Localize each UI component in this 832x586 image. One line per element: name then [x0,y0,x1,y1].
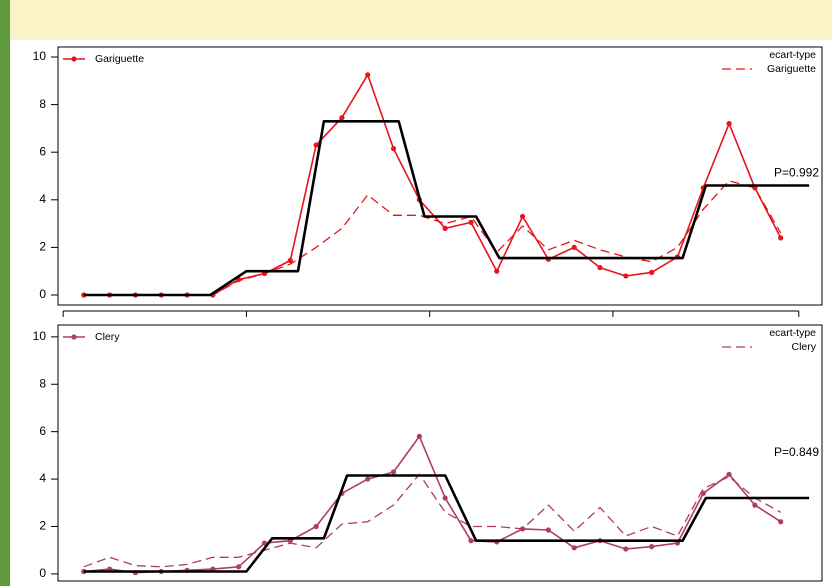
point [287,257,293,264]
legend-title: ecart-type [769,49,816,61]
point [442,495,448,501]
point [365,476,371,482]
y-tick-label: 8 [39,376,46,390]
legend-label: Gariguette [767,63,816,75]
point [468,538,474,544]
point [571,244,577,251]
point [597,265,603,271]
point [519,213,526,220]
point [545,527,552,533]
point [726,471,732,477]
y-tick-label: 6 [39,144,46,158]
y-tick-label: 10 [33,49,47,63]
annotation: P=0.992 [774,166,819,180]
point [649,544,655,550]
point [365,72,371,78]
point [416,433,422,440]
series-line [83,473,782,568]
top-bar [10,0,832,40]
legend-title: ecart-type [769,327,816,339]
point [442,225,448,231]
series-line [83,435,782,574]
point [623,546,629,552]
point [468,219,474,226]
point [623,273,629,279]
point [649,269,655,275]
point [390,146,397,152]
y-tick-label: 0 [39,566,46,580]
legend-label: Clery [791,341,816,353]
side-bar [0,0,10,586]
y-tick-label: 2 [39,240,46,254]
legend-point [71,334,77,340]
legend-label: Gariguette [95,53,144,65]
point [494,268,500,274]
point [261,540,268,546]
legend-point [71,56,77,62]
series-line [83,474,810,573]
point [313,523,319,530]
point [313,142,319,148]
y-tick-label: 0 [39,287,46,301]
plot-frame [57,324,823,582]
point [752,502,758,508]
plot-frame [57,46,823,306]
y-tick-label: 4 [39,192,46,206]
series-line [83,74,782,296]
series-line [83,180,782,296]
point [571,545,577,551]
y-tick-label: 8 [39,97,46,111]
point [778,519,784,525]
y-tick-label: 2 [39,519,46,533]
point [778,235,784,241]
point [236,564,242,570]
y-tick-label: 6 [39,424,46,438]
point [726,121,732,127]
point [390,469,397,475]
annotation: P=0.849 [774,445,819,459]
legend-label: Clery [95,331,120,343]
series-line [83,120,810,297]
point [339,115,345,121]
y-tick-label: 4 [39,471,46,485]
y-tick-label: 10 [33,329,47,343]
